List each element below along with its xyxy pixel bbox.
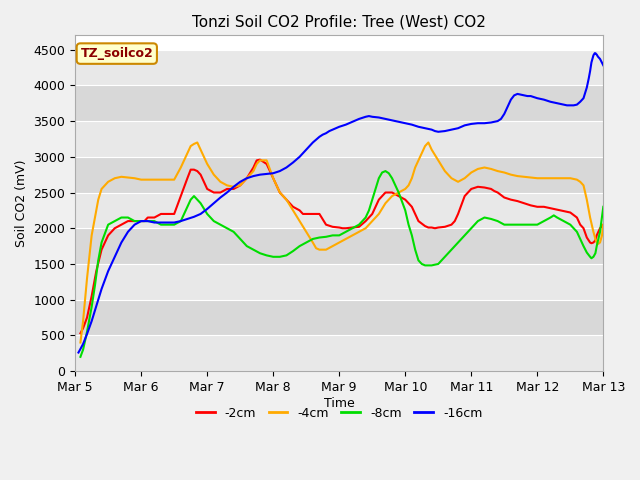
Bar xyxy=(75,192,604,228)
Title: Tonzi Soil CO2 Profile: Tree (West) CO2: Tonzi Soil CO2 Profile: Tree (West) CO2 xyxy=(192,15,486,30)
Bar xyxy=(75,121,604,157)
Bar xyxy=(75,157,604,192)
Legend: -2cm, -4cm, -8cm, -16cm: -2cm, -4cm, -8cm, -16cm xyxy=(191,402,488,425)
Bar xyxy=(75,264,604,300)
Bar xyxy=(75,85,604,121)
Bar xyxy=(75,336,604,371)
Text: TZ_soilco2: TZ_soilco2 xyxy=(81,47,153,60)
Bar xyxy=(75,300,604,336)
Bar xyxy=(75,228,604,264)
Bar xyxy=(75,49,604,85)
Y-axis label: Soil CO2 (mV): Soil CO2 (mV) xyxy=(15,159,28,247)
X-axis label: Time: Time xyxy=(324,396,355,409)
